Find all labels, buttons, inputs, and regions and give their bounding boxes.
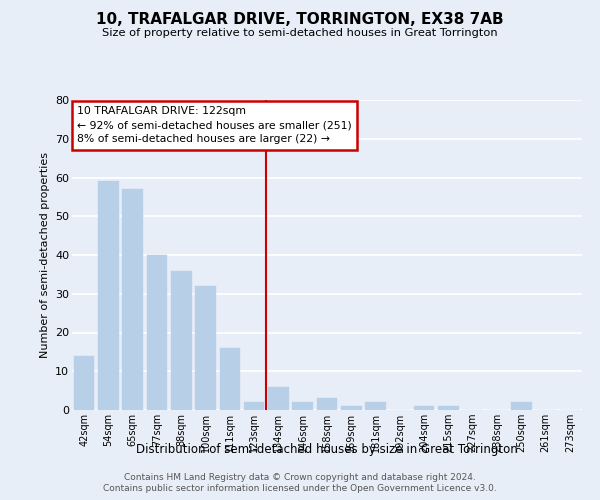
Text: Size of property relative to semi-detached houses in Great Torrington: Size of property relative to semi-detach… — [102, 28, 498, 38]
Bar — [98, 182, 119, 410]
Bar — [292, 402, 313, 410]
Bar — [268, 387, 289, 410]
Y-axis label: Number of semi-detached properties: Number of semi-detached properties — [40, 152, 50, 358]
Bar — [244, 402, 265, 410]
Bar — [414, 406, 434, 410]
Text: Contains public sector information licensed under the Open Government Licence v3: Contains public sector information licen… — [103, 484, 497, 493]
Bar — [511, 402, 532, 410]
Bar — [341, 406, 362, 410]
Bar — [122, 189, 143, 410]
Bar — [74, 356, 94, 410]
Bar — [365, 402, 386, 410]
Bar — [195, 286, 216, 410]
Text: 10 TRAFALGAR DRIVE: 122sqm
← 92% of semi-detached houses are smaller (251)
8% of: 10 TRAFALGAR DRIVE: 122sqm ← 92% of semi… — [77, 106, 352, 144]
Bar — [171, 270, 191, 410]
Bar — [146, 255, 167, 410]
Bar — [438, 406, 459, 410]
Bar — [317, 398, 337, 410]
Text: 10, TRAFALGAR DRIVE, TORRINGTON, EX38 7AB: 10, TRAFALGAR DRIVE, TORRINGTON, EX38 7A… — [96, 12, 504, 28]
Text: Distribution of semi-detached houses by size in Great Torrington: Distribution of semi-detached houses by … — [136, 442, 518, 456]
Bar — [220, 348, 240, 410]
Text: Contains HM Land Registry data © Crown copyright and database right 2024.: Contains HM Land Registry data © Crown c… — [124, 472, 476, 482]
